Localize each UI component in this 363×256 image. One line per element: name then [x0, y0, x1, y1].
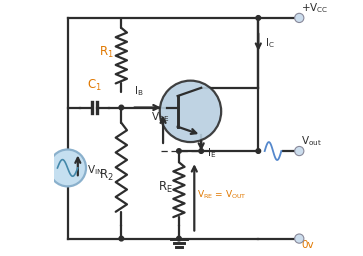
Text: V$_{\sf IN}$: V$_{\sf IN}$ [87, 164, 103, 177]
Circle shape [256, 16, 261, 20]
Circle shape [119, 236, 124, 241]
Circle shape [160, 81, 221, 142]
Circle shape [295, 13, 304, 23]
Text: V$_{\sf RE}$ = V$_{\sf OUT}$: V$_{\sf RE}$ = V$_{\sf OUT}$ [197, 189, 246, 201]
Text: I$_{\sf E}$: I$_{\sf E}$ [207, 147, 216, 161]
Text: R$_{\sf 1}$: R$_{\sf 1}$ [99, 45, 114, 60]
Circle shape [295, 234, 304, 243]
Text: 0v: 0v [301, 240, 314, 250]
Text: I$_{\sf B}$: I$_{\sf B}$ [134, 84, 144, 98]
Circle shape [177, 236, 181, 241]
Circle shape [295, 146, 304, 156]
Text: R$_{\sf 2}$: R$_{\sf 2}$ [99, 168, 114, 183]
Circle shape [256, 149, 261, 153]
Circle shape [49, 150, 86, 186]
Circle shape [119, 105, 124, 110]
Circle shape [199, 149, 204, 153]
Text: R$_{\sf E}$: R$_{\sf E}$ [158, 180, 173, 195]
Text: V$_{\sf BE}$: V$_{\sf BE}$ [151, 110, 170, 124]
Text: +V$_{\sf CC}$: +V$_{\sf CC}$ [301, 1, 329, 15]
Text: C$_{\sf 1}$: C$_{\sf 1}$ [87, 78, 102, 93]
Text: V$_{\sf out}$: V$_{\sf out}$ [301, 134, 322, 148]
Circle shape [177, 149, 181, 153]
Text: I$_{\sf C}$: I$_{\sf C}$ [265, 37, 275, 50]
